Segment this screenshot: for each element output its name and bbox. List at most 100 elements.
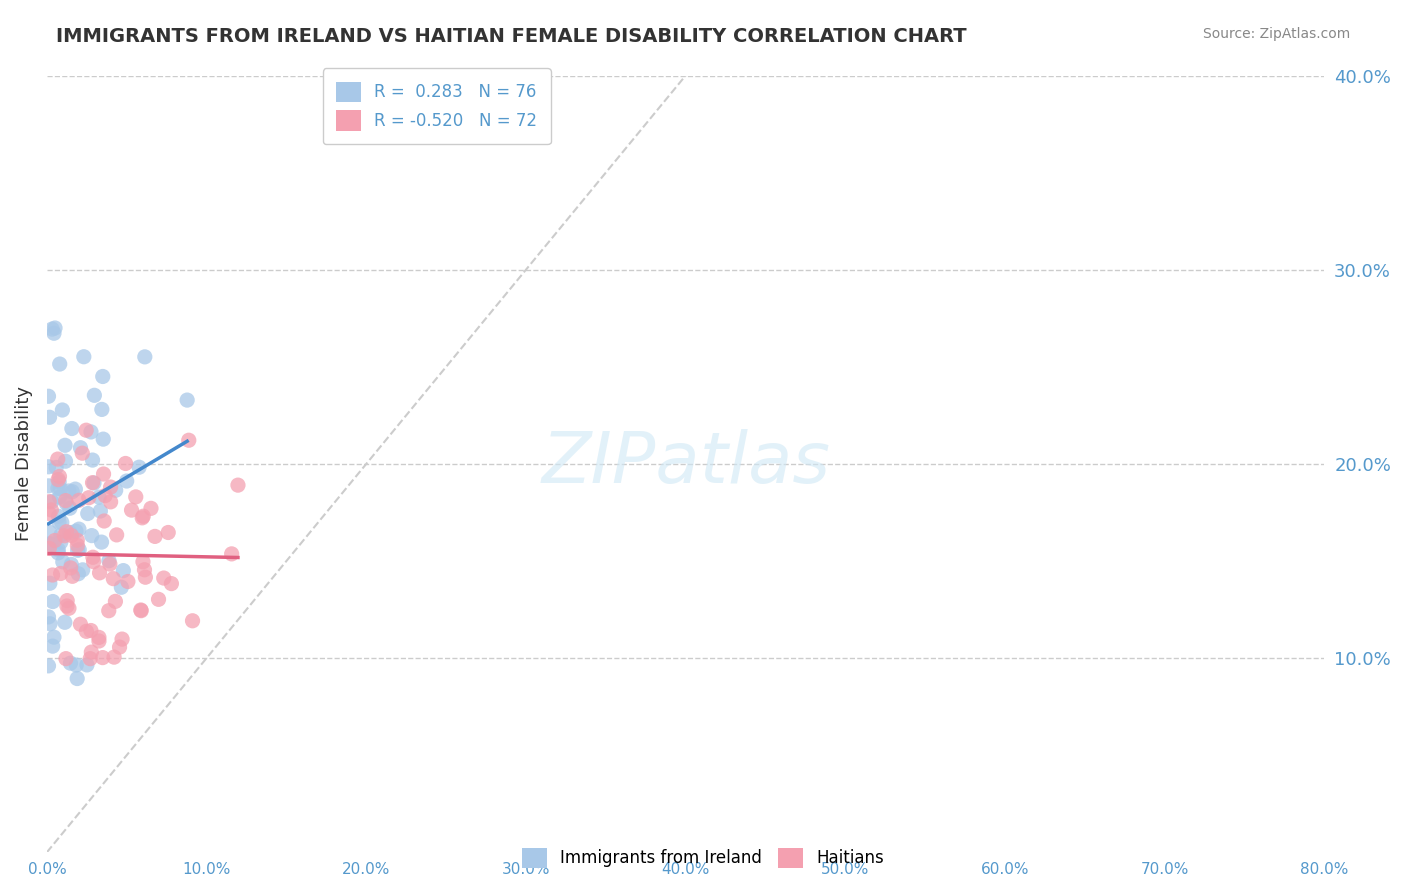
Haitians — [139, 501, 162, 516]
Immigrants from Ireland — [37, 610, 59, 624]
Haitians — [104, 594, 127, 608]
Haitians — [41, 568, 63, 582]
Haitians — [125, 490, 148, 504]
Haitians — [97, 604, 120, 618]
Haitians — [129, 604, 152, 618]
Immigrants from Ireland — [65, 482, 87, 496]
Immigrants from Ireland — [42, 630, 65, 644]
Immigrants from Ireland — [67, 542, 90, 557]
Haitians — [91, 650, 114, 665]
Immigrants from Ireland — [83, 476, 105, 491]
Haitians — [157, 525, 180, 540]
Haitians — [80, 645, 103, 659]
Immigrants from Ireland — [176, 393, 198, 408]
Haitians — [38, 541, 60, 556]
Immigrants from Ireland — [37, 459, 59, 474]
Immigrants from Ireland — [90, 402, 112, 417]
Haitians — [160, 576, 183, 591]
Haitians — [79, 651, 101, 665]
Immigrants from Ireland — [51, 403, 73, 417]
Immigrants from Ireland — [48, 475, 70, 489]
Haitians — [41, 503, 63, 517]
Haitians — [132, 509, 155, 524]
Immigrants from Ireland — [83, 388, 105, 402]
Immigrants from Ireland — [48, 515, 70, 529]
Text: Source: ZipAtlas.com: Source: ZipAtlas.com — [1202, 27, 1350, 41]
Immigrants from Ireland — [112, 564, 135, 578]
Haitians — [67, 493, 90, 508]
Immigrants from Ireland — [48, 357, 70, 371]
Haitians — [121, 503, 143, 517]
Haitians — [98, 557, 121, 571]
Immigrants from Ireland — [82, 453, 104, 467]
Haitians — [59, 561, 82, 575]
Y-axis label: Female Disability: Female Disability — [15, 386, 32, 541]
Immigrants from Ireland — [91, 369, 114, 384]
Haitians — [83, 555, 105, 569]
Haitians — [56, 599, 79, 613]
Immigrants from Ireland — [110, 580, 132, 594]
Immigrants from Ireland — [46, 546, 69, 560]
Text: ZIPatlas: ZIPatlas — [541, 429, 830, 499]
Immigrants from Ireland — [48, 509, 70, 524]
Haitians — [55, 493, 77, 508]
Haitians — [105, 528, 128, 542]
Haitians — [55, 651, 77, 665]
Haitians — [87, 634, 110, 648]
Haitians — [100, 480, 122, 494]
Haitians — [134, 563, 156, 577]
Haitians — [82, 550, 104, 565]
Immigrants from Ireland — [37, 389, 59, 403]
Immigrants from Ireland — [55, 454, 77, 468]
Immigrants from Ireland — [37, 479, 59, 493]
Immigrants from Ireland — [60, 558, 83, 572]
Immigrants from Ireland — [39, 616, 62, 631]
Immigrants from Ireland — [67, 522, 90, 536]
Haitians — [93, 467, 115, 481]
Haitians — [44, 533, 66, 548]
Haitians — [66, 533, 89, 548]
Haitians — [181, 614, 204, 628]
Haitians — [49, 566, 72, 581]
Legend: Immigrants from Ireland, Haitians: Immigrants from Ireland, Haitians — [515, 841, 891, 875]
Immigrants from Ireland — [59, 525, 82, 540]
Immigrants from Ireland — [46, 542, 69, 557]
Immigrants from Ireland — [53, 438, 76, 452]
Immigrants from Ireland — [59, 656, 82, 670]
Immigrants from Ireland — [51, 516, 73, 530]
Immigrants from Ireland — [38, 410, 60, 425]
Immigrants from Ireland — [39, 525, 62, 540]
Haitians — [131, 511, 153, 525]
Immigrants from Ireland — [134, 350, 156, 364]
Immigrants from Ireland — [89, 504, 111, 518]
Haitians — [75, 624, 97, 639]
Immigrants from Ireland — [38, 576, 60, 591]
Haitians — [148, 592, 170, 607]
Immigrants from Ireland — [53, 615, 76, 630]
Immigrants from Ireland — [72, 563, 94, 577]
Haitians — [82, 475, 104, 490]
Haitians — [60, 528, 83, 542]
Immigrants from Ireland — [45, 460, 67, 475]
Haitians — [94, 489, 117, 503]
Haitians — [93, 514, 115, 528]
Haitians — [117, 574, 139, 589]
Haitians — [108, 640, 131, 654]
Haitians — [48, 469, 70, 483]
Immigrants from Ireland — [60, 484, 83, 499]
Haitians — [38, 507, 60, 521]
Haitians — [72, 446, 94, 460]
Haitians — [80, 624, 103, 638]
Immigrants from Ireland — [66, 543, 89, 558]
Haitians — [75, 423, 97, 437]
Immigrants from Ireland — [104, 483, 127, 498]
Haitians — [152, 571, 174, 585]
Immigrants from Ireland — [42, 594, 65, 608]
Immigrants from Ireland — [41, 322, 63, 336]
Haitians — [66, 538, 89, 552]
Haitians — [129, 603, 152, 617]
Immigrants from Ireland — [65, 524, 87, 538]
Immigrants from Ireland — [66, 672, 89, 686]
Immigrants from Ireland — [128, 460, 150, 475]
Immigrants from Ireland — [49, 535, 72, 549]
